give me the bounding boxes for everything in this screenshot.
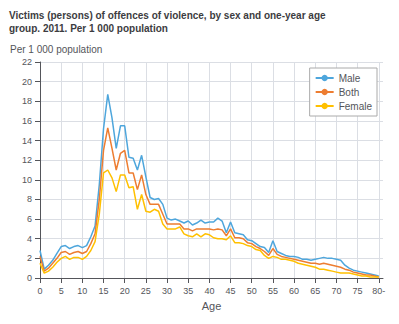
- svg-text:20: 20: [120, 286, 130, 296]
- svg-text:75: 75: [353, 286, 363, 296]
- svg-text:0: 0: [37, 286, 42, 296]
- svg-text:Per 1 000 population: Per 1 000 population: [10, 44, 102, 55]
- svg-text:10: 10: [22, 175, 32, 185]
- svg-text:6: 6: [27, 214, 32, 224]
- svg-text:30: 30: [162, 286, 172, 296]
- svg-text:Male: Male: [339, 73, 361, 84]
- svg-text:40: 40: [204, 286, 214, 296]
- svg-text:18: 18: [22, 96, 32, 106]
- svg-text:16: 16: [22, 116, 32, 126]
- svg-text:10: 10: [77, 286, 87, 296]
- svg-text:12: 12: [22, 155, 32, 165]
- svg-text:60: 60: [289, 286, 299, 296]
- svg-text:65: 65: [310, 286, 320, 296]
- svg-text:15: 15: [99, 286, 109, 296]
- svg-text:8: 8: [27, 194, 32, 204]
- svg-text:50: 50: [247, 286, 257, 296]
- svg-text:0: 0: [27, 273, 32, 283]
- svg-text:Age: Age: [202, 300, 222, 312]
- svg-text:22: 22: [22, 57, 32, 67]
- svg-text:25: 25: [141, 286, 151, 296]
- svg-text:Both: Both: [339, 87, 360, 98]
- svg-text:5: 5: [59, 286, 64, 296]
- svg-text:35: 35: [183, 286, 193, 296]
- svg-text:2: 2: [27, 253, 32, 263]
- svg-text:20: 20: [22, 77, 32, 87]
- svg-text:Female: Female: [339, 101, 373, 112]
- svg-text:group. 2011. Per 1 000 populat: group. 2011. Per 1 000 population: [9, 23, 168, 34]
- svg-text:Victims (persons) of offences: Victims (persons) of offences of violenc…: [9, 10, 326, 21]
- svg-text:45: 45: [226, 286, 236, 296]
- svg-text:70: 70: [331, 286, 341, 296]
- svg-text:80-: 80-: [372, 286, 385, 296]
- svg-text:4: 4: [27, 234, 32, 244]
- svg-text:55: 55: [268, 286, 278, 296]
- svg-text:14: 14: [22, 136, 32, 146]
